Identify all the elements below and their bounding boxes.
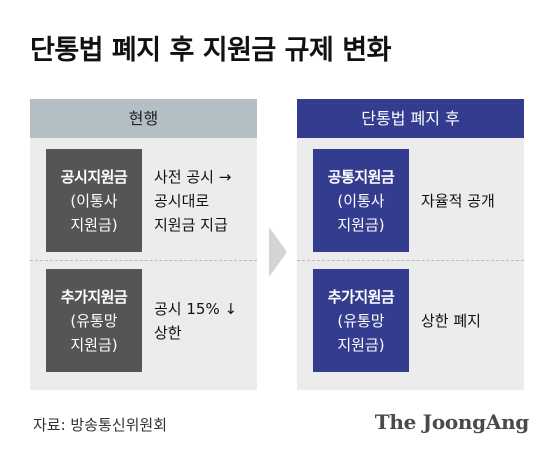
current-row-additional-subsidy: 추가지원금 (유통망 지원금) 공시 15% ↓ 상한 (30, 269, 257, 372)
desc-line: 상한 (154, 323, 182, 342)
row-divider (30, 260, 257, 261)
chevron-right-icon (269, 227, 287, 277)
after-common-subsidy-box: 공통지원금 (이통사 지원금) (313, 149, 409, 252)
source-note: 자료: 방송통신위원회 (33, 416, 168, 434)
box-title: 공시지원금 (60, 167, 128, 186)
box-sub-line: (유통망 (337, 311, 385, 330)
after-header: 단통법 폐지 후 (297, 99, 524, 138)
box-sub-line: 지원금) (337, 335, 385, 354)
desc-line: 자율적 공개 (421, 191, 495, 210)
desc-line: 사전 공시 → (154, 167, 232, 186)
desc-line: 지원금 지급 (154, 215, 228, 234)
current-panel: 현행 공시지원금 (이통사 지원금) 사전 공시 → 공시대로 지원금 지급 추… (30, 99, 257, 390)
after-panel: 단통법 폐지 후 공통지원금 (이통사 지원금) 자율적 공개 추가지원금 (유… (297, 99, 524, 390)
chart-title: 단통법 폐지 후 지원금 규제 변화 (30, 35, 391, 66)
box-sub-line: 지원금) (70, 215, 118, 234)
box-sub-line: (이통사 (70, 191, 118, 210)
current-additional-subsidy-box: 추가지원금 (유통망 지원금) (46, 269, 142, 372)
current-row-public-subsidy: 공시지원금 (이통사 지원금) 사전 공시 → 공시대로 지원금 지급 (30, 149, 257, 252)
after-additional-subsidy-desc: 상한 폐지 (421, 269, 521, 372)
after-common-subsidy-desc: 자율적 공개 (421, 149, 521, 252)
after-additional-subsidy-box: 추가지원금 (유통망 지원금) (313, 269, 409, 372)
desc-line: 공시 15% ↓ (154, 299, 238, 318)
current-header: 현행 (30, 99, 257, 138)
current-public-subsidy-desc: 사전 공시 → 공시대로 지원금 지급 (154, 149, 254, 252)
current-public-subsidy-box: 공시지원금 (이통사 지원금) (46, 149, 142, 252)
desc-line: 공시대로 (154, 191, 210, 210)
publisher-logo: The JoongAng (374, 410, 530, 434)
box-sub-line: (이통사 (337, 191, 385, 210)
after-row-common-subsidy: 공통지원금 (이통사 지원금) 자율적 공개 (297, 149, 524, 252)
box-sub-line: (유통망 (70, 311, 118, 330)
box-title: 공통지원금 (327, 167, 395, 186)
box-title: 추가지원금 (60, 287, 128, 306)
box-sub-line: 지원금) (70, 335, 118, 354)
box-sub-line: 지원금) (337, 215, 385, 234)
desc-line: 상한 폐지 (421, 311, 481, 330)
after-row-additional-subsidy: 추가지원금 (유통망 지원금) 상한 폐지 (297, 269, 524, 372)
row-divider (297, 260, 524, 261)
current-additional-subsidy-desc: 공시 15% ↓ 상한 (154, 269, 254, 372)
box-title: 추가지원금 (327, 287, 395, 306)
